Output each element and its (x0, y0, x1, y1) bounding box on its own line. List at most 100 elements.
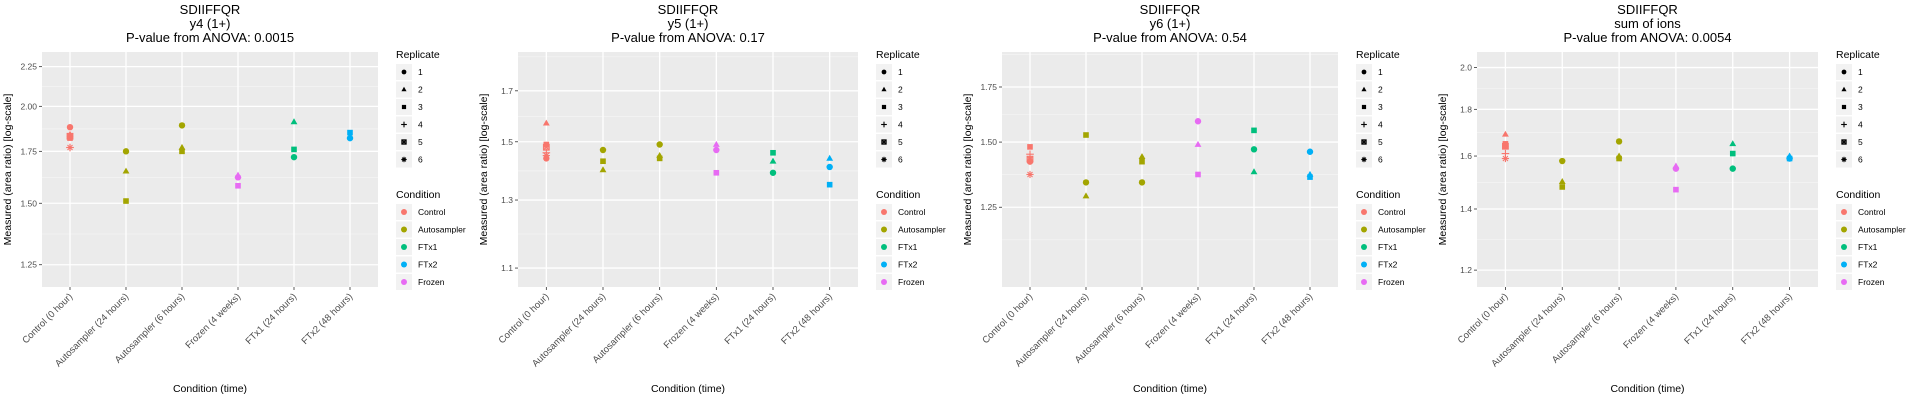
legend-color-dot (401, 279, 407, 285)
y-tick-label: 1.4 (1460, 204, 1472, 214)
x-tick-label: Control (0 hour) (980, 291, 1035, 346)
legend: Replicate 1 2 3 4 5 6 Condition Control Autosampl… (396, 49, 466, 290)
gridlines (42, 52, 378, 287)
y-tick-label: 1.7 (501, 86, 513, 96)
legend-title-replicate: Replicate (1356, 49, 1400, 61)
legend: Replicate 1 2 3 4 5 6 Condition Control Autosampl… (876, 49, 946, 290)
legend-symbol-plus (401, 121, 407, 128)
data-points (542, 119, 834, 188)
panel-background (1477, 52, 1818, 287)
legend-color-dot (401, 261, 407, 268)
y-tick-label: 1.2 (1460, 265, 1472, 275)
plot-subtitle: sum of ions (1614, 16, 1681, 31)
legend-symbol-boxed-x (881, 139, 887, 145)
data-point (1250, 168, 1258, 175)
legend-color-dot (1841, 244, 1847, 250)
data-point (234, 171, 242, 178)
data-point (290, 118, 298, 125)
data-point (713, 169, 720, 176)
legend-label: 6 (1858, 155, 1863, 165)
data-point (1194, 140, 1202, 147)
legend-color-dot (1361, 244, 1367, 250)
legend-color-dot (401, 226, 407, 233)
legend-label: 3 (1858, 102, 1863, 112)
legend-label: 6 (1378, 155, 1383, 165)
legend-symbol-circle (401, 69, 407, 75)
legend-label: 1 (418, 67, 423, 77)
legend-label: Frozen (898, 277, 925, 287)
legend-color-dot (1841, 209, 1847, 215)
x-axis-label: Condition (time) (1133, 383, 1207, 395)
gridlines (1477, 52, 1818, 287)
y-axis-label: Measured (area ratio) [log-scale] (1437, 94, 1449, 246)
legend-label: Autosampler (1858, 225, 1906, 235)
legend-color-dot (881, 244, 887, 250)
legend-symbol-circle (881, 69, 887, 75)
x2 (881, 139, 887, 145)
legend-label: 2 (1858, 85, 1863, 95)
plot-title: SDIIFFQR (1617, 2, 1678, 17)
data-point (66, 123, 74, 131)
legend-color-dot (401, 244, 407, 250)
legend-label: Control (898, 207, 926, 217)
x2 (401, 139, 407, 145)
legend-label: 3 (898, 102, 903, 112)
legend-symbol-square (1361, 104, 1367, 110)
data-point (599, 166, 607, 173)
y-tick-label: 1.5 (501, 137, 513, 147)
y-tick-label: 1.25 (980, 202, 997, 212)
legend-title-condition: Condition (396, 189, 441, 201)
data-point (1138, 153, 1146, 160)
legend-label: FTx2 (898, 260, 918, 270)
data-point (1026, 155, 1034, 163)
legend-symbol-asterisk (881, 156, 887, 163)
data-point (1559, 184, 1566, 190)
legend-label: FTx1 (1378, 242, 1398, 252)
legend-title-condition: Condition (876, 189, 921, 201)
legend-label: Autosampler (418, 225, 466, 235)
panel-background (42, 52, 378, 287)
legend-label: 3 (1378, 102, 1383, 112)
data-point (1139, 158, 1145, 165)
data-point (826, 181, 833, 188)
legend: Replicate 1 2 3 4 5 6 Condition Control Autosampl… (1836, 49, 1906, 290)
data-point (826, 163, 833, 171)
y-tick-label: 1.75 (20, 146, 37, 156)
legend-color-dot (1841, 261, 1847, 268)
data-point (1026, 170, 1034, 179)
data-point (1082, 192, 1090, 199)
legend-color-dot (881, 226, 887, 233)
data-point (1250, 146, 1258, 153)
plot-pvalue: P-value from ANOVA: 0.54 (1093, 30, 1247, 45)
x2 (1361, 139, 1367, 145)
legend-label: Control (418, 207, 446, 217)
data-point (235, 182, 241, 189)
x-tick-label: Control (0 hour) (1456, 291, 1511, 346)
data-point (1729, 150, 1736, 157)
legend-label: 6 (898, 155, 903, 165)
legend-label: 5 (1858, 137, 1863, 147)
legend-label: Autosampler (1378, 225, 1426, 235)
gridlines (1002, 52, 1338, 287)
plot-title: SDIIFFQR (1140, 2, 1201, 17)
gridlines (518, 52, 858, 287)
x-tick-label: FTx1 (24 hours) (244, 291, 300, 347)
legend-symbol-triangle (1361, 86, 1367, 92)
data-point (1138, 179, 1146, 186)
x-tick-label: FTx2 (48 hours) (779, 291, 835, 347)
legend-color-dot (881, 279, 887, 285)
plot-subtitle: y4 (1+) (190, 16, 231, 31)
x-tick-label: FTx2 (48 hours) (1260, 291, 1316, 347)
legend-title-replicate: Replicate (396, 49, 440, 61)
panel-background (1002, 52, 1338, 287)
legend-symbol-square (1841, 104, 1847, 110)
plot-pvalue: P-value from ANOVA: 0.17 (611, 30, 765, 45)
legend-label: Frozen (1858, 277, 1885, 287)
legend-label: 1 (898, 67, 903, 77)
legend-label: 5 (898, 137, 903, 147)
legend-symbol-plus (881, 121, 887, 128)
x-tick-label: Frozen (4 weeks) (662, 291, 722, 351)
data-point (712, 140, 720, 147)
data-point (122, 167, 130, 174)
legend-symbol-asterisk (1361, 156, 1367, 163)
